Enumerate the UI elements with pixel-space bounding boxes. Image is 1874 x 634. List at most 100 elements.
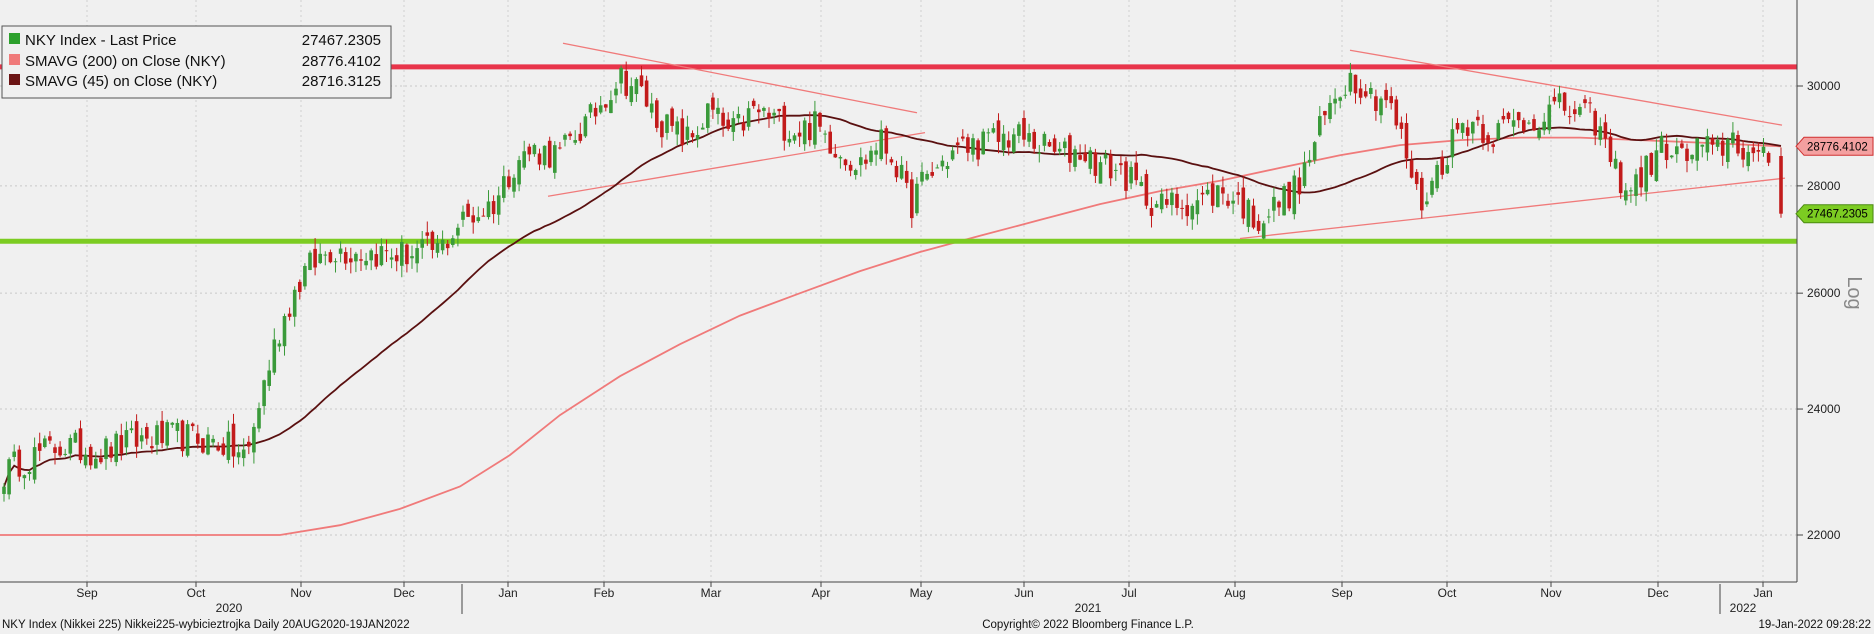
candle-down [1251,205,1256,228]
year-label: 2022 [1730,601,1757,615]
candle-down [1588,102,1592,104]
candle-down [721,112,725,126]
candle-up [736,113,741,119]
candle-up [1705,136,1710,153]
candle-up [695,134,700,140]
candle-up [502,176,506,198]
candle-up [364,260,368,266]
candle-up [920,171,924,182]
candle-down [1685,148,1689,161]
candle-down [976,140,980,160]
candle-down [578,133,583,141]
candle-up [1624,190,1628,201]
price-tag-label: 27467.2305 [1807,209,1868,221]
candle-down [527,146,532,155]
candle-up [1012,134,1016,153]
candle-up [1129,166,1133,184]
candle-down [1241,187,1246,219]
candle-down [1465,127,1470,136]
candle-up [1027,133,1031,142]
candle-down [145,427,149,439]
candle-up [461,211,465,220]
candle-down [547,140,552,168]
candle-up [1042,133,1047,146]
candle-up [1348,72,1353,92]
price-tag-bg [1795,204,1874,224]
legend-sma200-value: 28776.4102 [302,53,381,70]
candle-up [553,145,557,173]
candle-up [935,167,940,169]
candle-up [451,238,455,245]
candle-up [522,151,526,168]
candle-down [231,423,236,457]
candle-up [1318,116,1322,136]
candle-down [1394,99,1399,126]
candles [2,61,1783,502]
candle-down [644,80,649,107]
candle-down [751,100,756,107]
candle-down [78,428,83,461]
candle-down [1481,123,1485,143]
candle-down [537,153,542,165]
candle-up [675,121,679,135]
candle-down [1236,192,1240,195]
candle-up [1578,106,1582,115]
candle-up [338,248,343,254]
legend-swatch-last-price [9,33,20,44]
candle-up [1292,175,1297,215]
candle-down [1440,156,1444,175]
candle-up [440,239,445,251]
candle-up [170,422,175,425]
candle-up [83,454,88,466]
candle-down [150,446,154,449]
candle-down [680,118,685,146]
candle-up [211,438,215,443]
candle-down [767,112,771,119]
candle-down [1532,119,1536,131]
trend-line [547,131,926,197]
candle-down [394,255,399,262]
footer-left: NKY Index (Nikkei 225) Nikkei225-wybicie… [2,619,410,631]
candle-up [532,144,537,155]
candle-down [180,420,185,452]
candle-down [53,447,57,453]
candle-up [1471,121,1475,134]
candle-up [415,248,419,264]
candle-up [1537,130,1541,138]
candle-up [410,256,414,259]
candle-up [1195,200,1200,215]
candle-up [155,425,159,445]
y-tick-label: 22000 [1807,528,1841,542]
y-axis: 22000 24000 26000 28000 30000 [1796,0,1841,582]
candle-up [731,118,736,132]
candle-up [486,201,491,218]
candle-up [27,471,32,475]
candle-down [1149,208,1154,216]
candle-down [558,147,562,149]
candle-down [797,132,802,137]
candle-up [476,217,481,222]
candle-down [1165,199,1169,205]
x-tick-label: Sep [1331,586,1353,600]
y-tick-label: 26000 [1807,286,1841,300]
candle-down [894,165,899,178]
candle-up [63,453,67,455]
candle-down [1567,116,1572,118]
candle-up [1302,162,1307,187]
candle-down [507,176,511,188]
candle-down [955,142,960,145]
candle-down [848,164,853,171]
candle-down [1384,89,1388,101]
candle-up [629,86,634,103]
candle-down [17,449,22,477]
candle-up [1659,135,1664,153]
candle-up [1379,98,1383,116]
candle-down [1593,110,1597,136]
candle-up [1282,186,1286,216]
candle-down [1180,207,1184,209]
candle-down [1052,138,1057,152]
candle-up [649,103,654,113]
candle-down [818,112,822,127]
candle-up [1001,133,1006,151]
trend-lines [547,42,1786,240]
